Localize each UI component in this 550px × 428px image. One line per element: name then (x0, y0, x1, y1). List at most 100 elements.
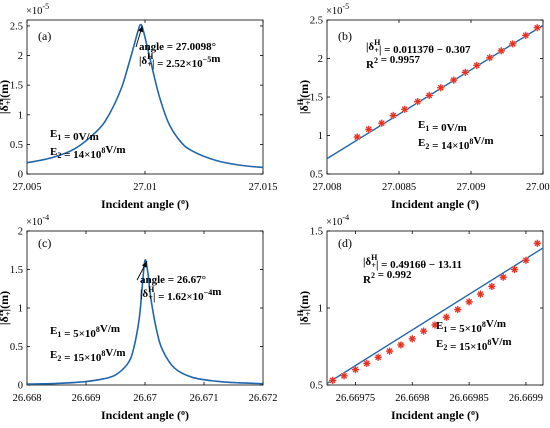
data-point (497, 47, 505, 55)
data-point-stroke (523, 257, 529, 264)
data-point (522, 31, 530, 39)
data-point (486, 54, 494, 62)
x-tick-label: 27.0085 (382, 182, 416, 193)
data-point (408, 335, 416, 343)
data-point-stroke (390, 112, 397, 119)
data-point (509, 40, 517, 48)
series-line (26, 259, 264, 385)
data-point-stroke (500, 274, 507, 281)
annotation-line: |δH +| = 2.52×10−5m (139, 52, 220, 70)
x-tick-label: 27.01 (133, 182, 157, 193)
annotation-line: R2 = 0.9957 (366, 54, 420, 71)
x-tick-label: 26.6698 (395, 393, 429, 404)
data-point-stroke (498, 47, 505, 54)
x-tick-label: 26.6699 (509, 393, 543, 404)
peak-arrow-head (141, 261, 147, 268)
data-point-stroke (454, 306, 461, 313)
data-point-stroke (486, 54, 493, 61)
y-axis-label: |δH+|(m) (296, 291, 313, 325)
x-axis-label: Incident angle (o) (101, 197, 189, 211)
y-axis-label: |δH+|(m) (0, 80, 13, 114)
data-point (533, 239, 541, 247)
y-tick-label: 0 (18, 170, 23, 181)
y-tick-label: 1 (318, 304, 323, 315)
data-point-stroke (534, 24, 541, 31)
data-point (378, 119, 386, 127)
annotation-line: E1 = 5×108V/m (436, 318, 506, 335)
data-point-stroke (488, 283, 495, 290)
data-point-stroke (534, 240, 541, 247)
y-tick-label: 2.5 (310, 16, 323, 27)
data-point-stroke (462, 69, 469, 76)
x-axis-label: Incident angle (o) (101, 408, 189, 422)
data-point (488, 282, 496, 291)
data-point (425, 91, 433, 100)
y-tick-label: 1.5 (10, 81, 23, 92)
y-tick-label: 0 (18, 381, 23, 392)
plot-frame (326, 230, 544, 386)
annotation-line: E2 = 14×108V/m (50, 144, 126, 161)
y-tick-label: 2 (18, 51, 23, 62)
y-axis-label: |δH+|(m) (0, 291, 13, 325)
peak-arrow-head (138, 25, 143, 33)
data-point-stroke (375, 354, 382, 361)
x-tick-label: 26.672 (249, 393, 278, 404)
y-tick-label: 0.5 (310, 381, 323, 392)
y-tick-label: 1 (18, 304, 23, 315)
x-tick-label: 27.0095 (526, 182, 550, 193)
x-tick-label: 26.669 (72, 393, 101, 404)
y-tick-label: 1.5 (310, 227, 323, 238)
data-point (431, 321, 439, 329)
x-tick-label: 26.66975 (336, 393, 375, 404)
annotation-line: E1 = 0V/m (50, 128, 99, 143)
data-point (473, 61, 481, 70)
data-point (533, 24, 541, 32)
annotation-line: R2 = 0.992 (363, 269, 412, 286)
panel-label: (d) (338, 236, 352, 250)
y-axis-label: |δH+|(m) (296, 80, 313, 114)
panel-label: (a) (38, 29, 51, 43)
data-point (510, 265, 519, 274)
data-point-stroke (443, 314, 450, 321)
panel-label: (b) (338, 29, 352, 43)
data-point-stroke (352, 366, 359, 373)
data-point-stroke (386, 348, 393, 355)
data-point (397, 341, 405, 349)
data-point-stroke (522, 32, 529, 39)
data-point-stroke (329, 377, 336, 384)
panel-3: 26.668 26.669 26.67 26.671 26.672 0 0.5 1 1.5 2×1… (0, 213, 277, 422)
annotation-line: |δH +| = 0.4916θ − 13.11 (363, 253, 462, 271)
x-axis-label: Incident angle (o) (391, 197, 479, 211)
panel-label: (c) (38, 236, 51, 250)
data-point (476, 290, 485, 298)
data-point (389, 111, 397, 120)
annotation-line: E1 = 0V/m (418, 119, 467, 134)
annotation-line: E2 = 15×108V/m (436, 336, 512, 353)
data-point (465, 298, 473, 306)
data-point-stroke (432, 321, 438, 328)
data-point (365, 125, 373, 133)
data-point-stroke (437, 84, 444, 91)
data-point-stroke (420, 328, 427, 335)
series-line (26, 23, 264, 169)
data-point-stroke (409, 335, 416, 342)
data-point-stroke (511, 266, 518, 273)
data-point (363, 359, 371, 368)
data-point (420, 327, 428, 335)
data-point-stroke (365, 126, 372, 133)
data-point (454, 305, 462, 314)
annotation-line: |δH +| = 0.01137θ − 0.307 (366, 38, 471, 56)
fit-line (326, 247, 544, 385)
data-point (351, 366, 360, 374)
y-axis-multiplier: ×10-4 (326, 213, 349, 228)
data-point-stroke (354, 134, 361, 140)
data-point (374, 353, 382, 361)
y-axis-multiplier: ×10-5 (326, 2, 349, 17)
y-axis-multiplier: ×10-4 (26, 213, 49, 228)
data-point-stroke (426, 92, 433, 99)
annotation-line: angle = 26.67° (140, 274, 206, 286)
y-tick-label: 1.5 (310, 93, 323, 104)
data-point-stroke (363, 360, 370, 367)
y-tick-label: 2.5 (10, 21, 23, 32)
